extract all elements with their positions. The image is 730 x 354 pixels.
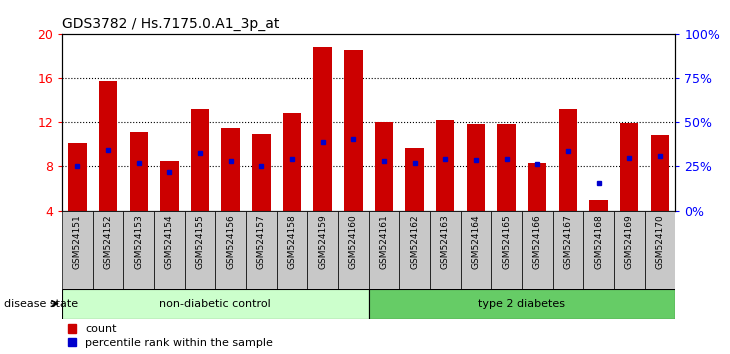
Bar: [160, 161, 179, 211]
Bar: [430, 211, 461, 289]
Bar: [405, 148, 424, 211]
Bar: [68, 143, 87, 211]
Text: GSM524154: GSM524154: [165, 215, 174, 269]
Text: GSM524164: GSM524164: [472, 215, 480, 269]
Bar: [436, 120, 455, 211]
Bar: [129, 132, 148, 211]
Bar: [344, 50, 363, 211]
Bar: [252, 134, 271, 211]
Bar: [62, 211, 93, 289]
Text: GSM524160: GSM524160: [349, 215, 358, 269]
Bar: [338, 211, 369, 289]
Text: non-diabetic control: non-diabetic control: [159, 298, 272, 309]
Text: GSM524161: GSM524161: [380, 215, 388, 269]
Bar: [614, 211, 645, 289]
Bar: [99, 81, 118, 211]
Bar: [620, 123, 639, 211]
Text: GSM524159: GSM524159: [318, 215, 327, 269]
Bar: [123, 211, 154, 289]
Bar: [466, 124, 485, 211]
Bar: [62, 289, 369, 319]
Bar: [221, 128, 240, 211]
Bar: [191, 109, 210, 211]
Bar: [246, 211, 277, 289]
Bar: [645, 211, 675, 289]
Text: GSM524166: GSM524166: [533, 215, 542, 269]
Legend: count, percentile rank within the sample: count, percentile rank within the sample: [68, 324, 273, 348]
Bar: [589, 200, 608, 211]
Text: GSM524163: GSM524163: [441, 215, 450, 269]
Bar: [313, 47, 332, 211]
Text: type 2 diabetes: type 2 diabetes: [478, 298, 566, 309]
Text: GSM524157: GSM524157: [257, 215, 266, 269]
Text: GSM524155: GSM524155: [196, 215, 204, 269]
Text: GSM524156: GSM524156: [226, 215, 235, 269]
Bar: [528, 163, 547, 211]
Bar: [369, 289, 675, 319]
Text: GSM524153: GSM524153: [134, 215, 143, 269]
Bar: [215, 211, 246, 289]
Bar: [154, 211, 185, 289]
Bar: [399, 211, 430, 289]
Bar: [93, 211, 123, 289]
Text: GSM524167: GSM524167: [564, 215, 572, 269]
Text: GDS3782 / Hs.7175.0.A1_3p_at: GDS3782 / Hs.7175.0.A1_3p_at: [62, 17, 280, 31]
Text: GSM524158: GSM524158: [288, 215, 296, 269]
Text: GSM524152: GSM524152: [104, 215, 112, 269]
Text: GSM524165: GSM524165: [502, 215, 511, 269]
Bar: [491, 211, 522, 289]
Bar: [283, 113, 301, 211]
Bar: [583, 211, 614, 289]
Text: GSM524168: GSM524168: [594, 215, 603, 269]
Text: GSM524170: GSM524170: [656, 215, 664, 269]
Bar: [558, 109, 577, 211]
Text: GSM524169: GSM524169: [625, 215, 634, 269]
Bar: [185, 211, 215, 289]
Bar: [307, 211, 338, 289]
Text: GSM524151: GSM524151: [73, 215, 82, 269]
Bar: [522, 211, 553, 289]
Text: GSM524162: GSM524162: [410, 215, 419, 269]
Bar: [461, 211, 491, 289]
Bar: [369, 211, 399, 289]
Bar: [650, 135, 669, 211]
Bar: [374, 122, 393, 211]
Bar: [277, 211, 307, 289]
Text: disease state: disease state: [4, 298, 78, 309]
Bar: [553, 211, 583, 289]
Bar: [497, 124, 516, 211]
